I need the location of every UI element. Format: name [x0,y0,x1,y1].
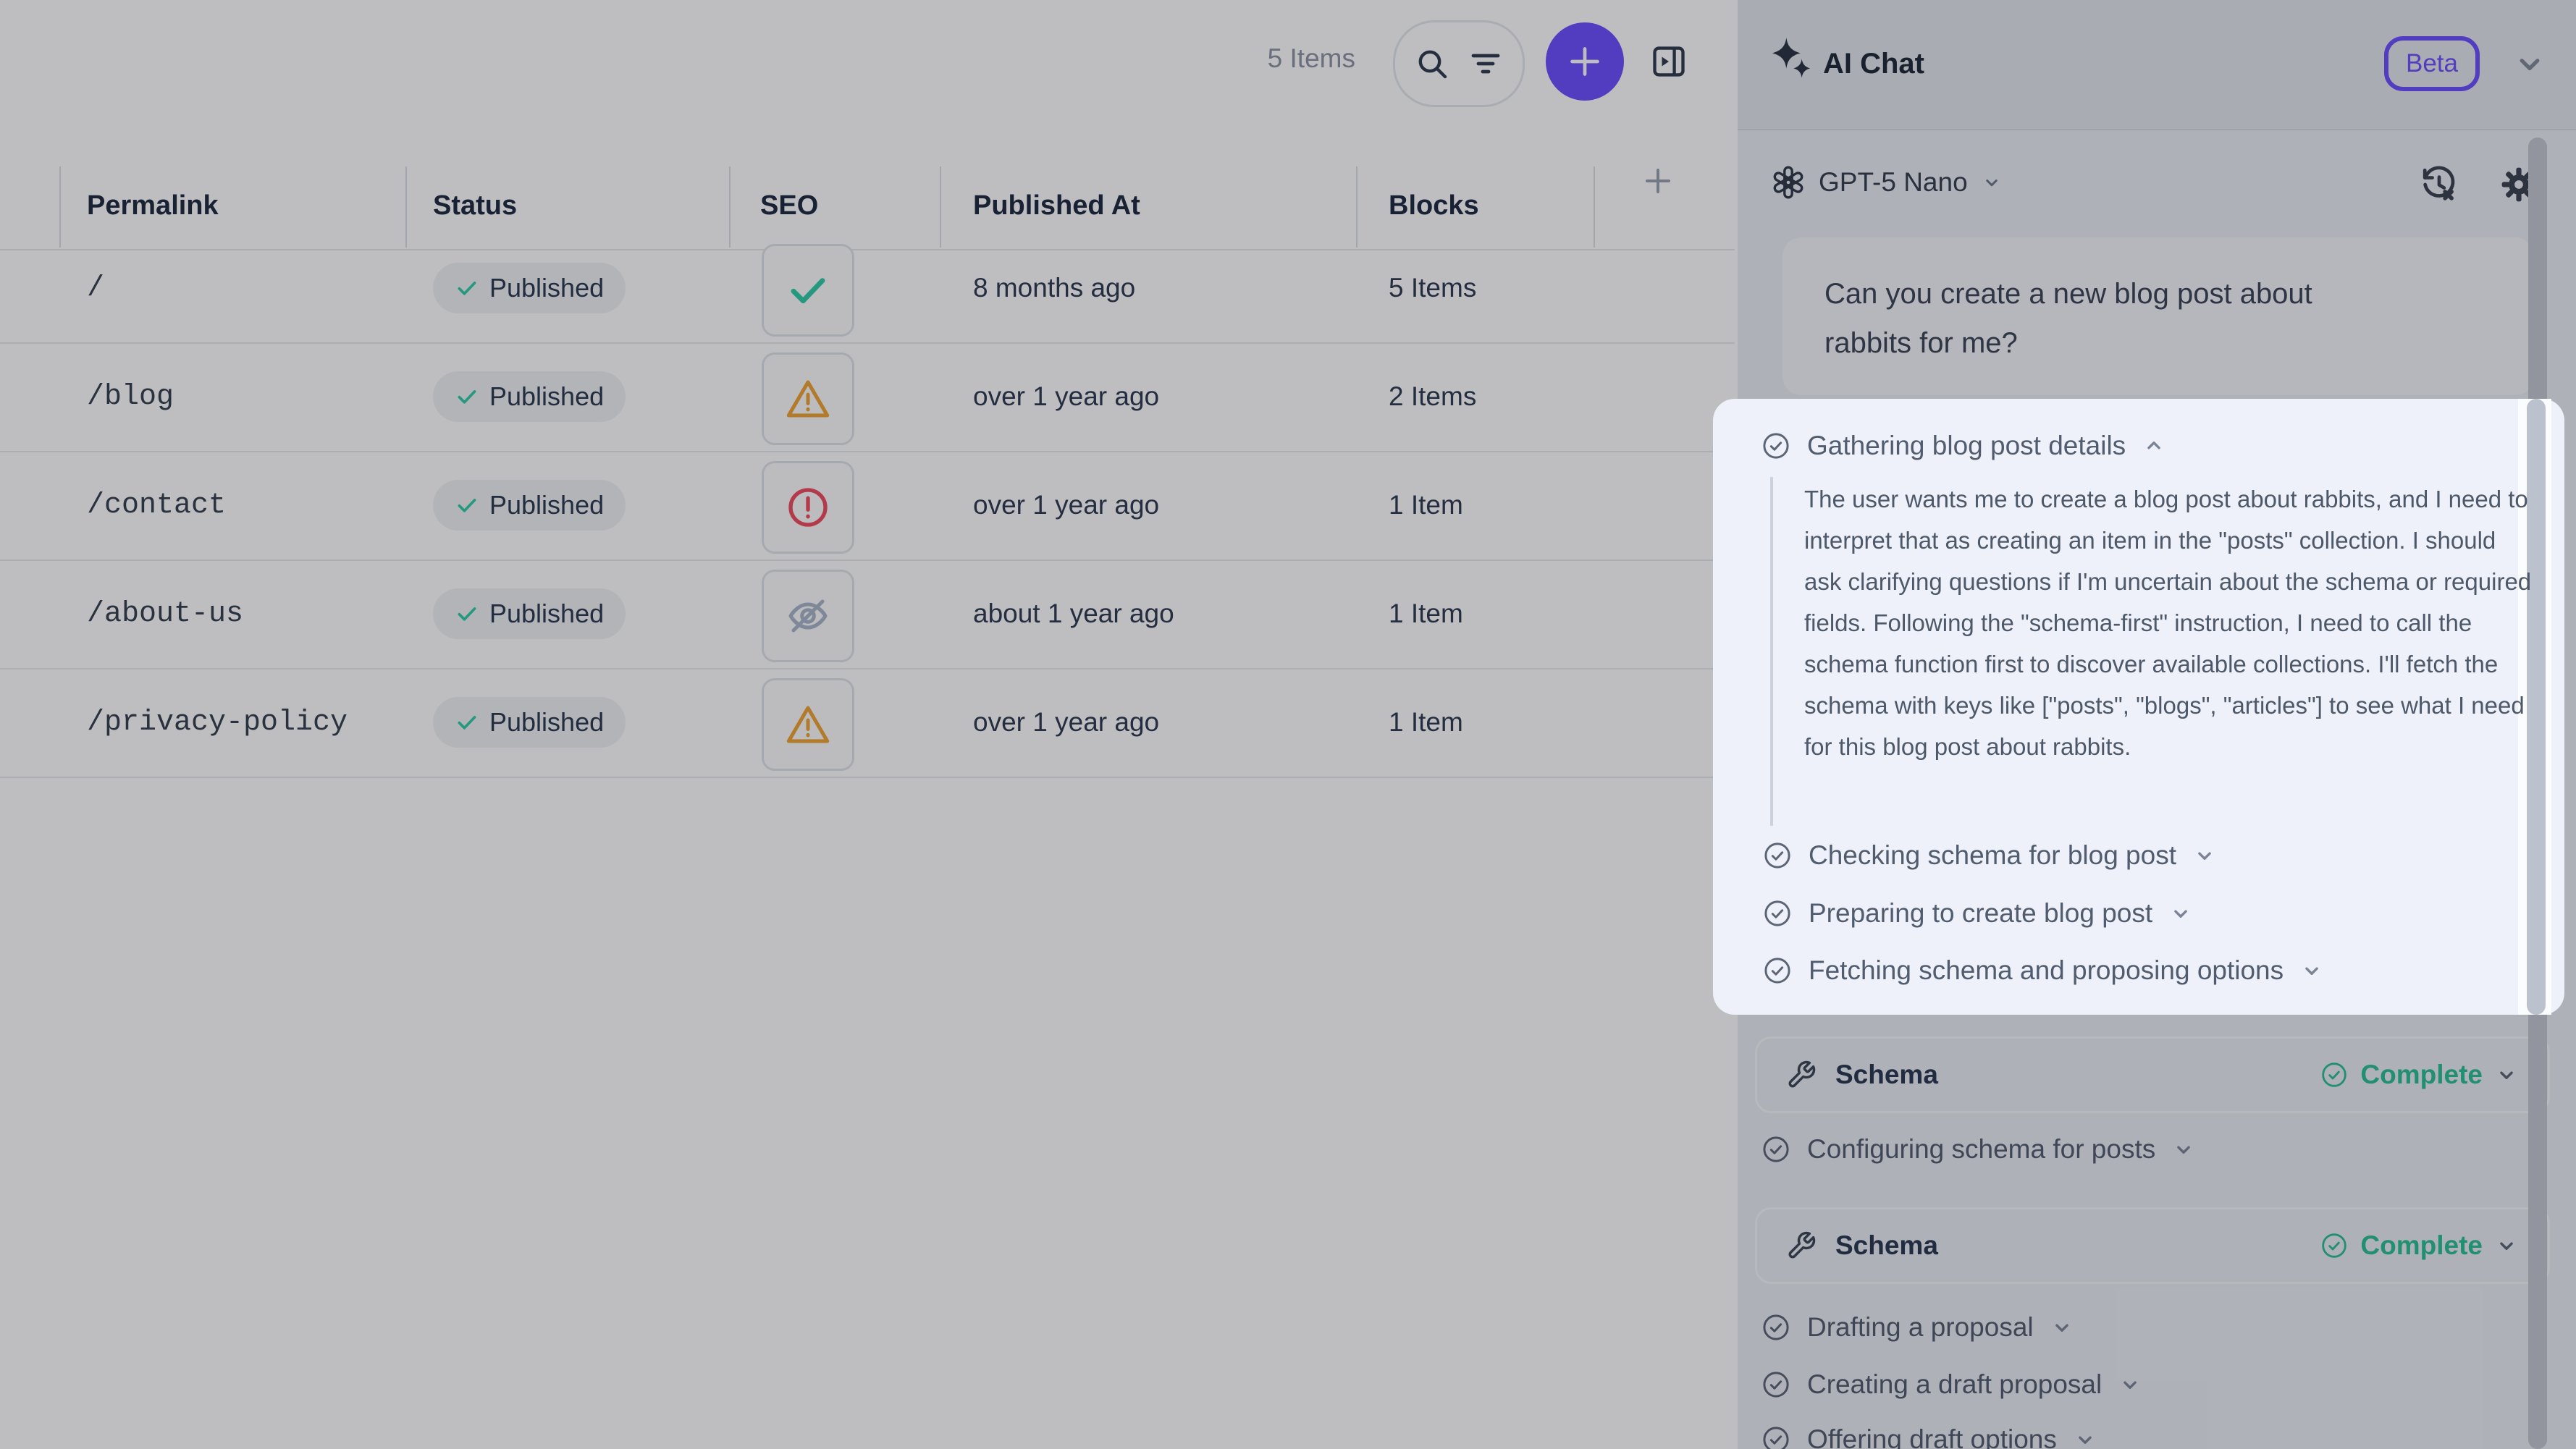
pages-collection-view: 5 Items Permalink Status SEO Published A… [0,20,1735,778]
status-label: Published [489,273,605,303]
status-badge: Published [433,263,626,313]
status-badge: Published [433,588,626,639]
reasoning-spotlight-card: Gathering blog post details The user wan… [1713,399,2564,1015]
ai-chat-title: AI Chat [1823,48,1924,80]
reasoning-step-drafting[interactable]: Drafting a proposal [1761,1312,2074,1343]
column-divider [1356,166,1358,248]
blocks-cell: 1 Item [1389,599,1463,628]
reasoning-step-creating[interactable]: Creating a draft proposal [1761,1369,2142,1400]
tool-status: Complete [2320,1060,2519,1090]
column-header-status[interactable]: Status [433,190,518,221]
tool-call-schema[interactable]: Schema Complete [1755,1036,2550,1113]
reasoning-step-offering[interactable]: Offering draft options [1761,1424,2097,1449]
seo-warning-icon[interactable] [762,352,854,445]
seo-warning-icon[interactable] [762,678,854,771]
reasoning-step-fetching[interactable]: Fetching schema and proposing options [1762,955,2324,986]
permalink-cell: /contact [87,489,227,522]
user-message-bubble: Can you create a new blog post about rab… [1782,237,2534,395]
tool-status-label: Complete [2360,1230,2483,1260]
step-label: Preparing to create blog post [1809,898,2153,928]
seo-ok-icon[interactable] [762,244,854,337]
seo-error-icon[interactable] [762,461,854,554]
seo-hidden-icon[interactable] [762,570,854,662]
published-at-cell: about 1 year ago [973,599,1174,628]
items-count: 5 Items [1267,43,1355,73]
published-at-cell: over 1 year ago [973,707,1160,737]
tool-name: Schema [1835,1060,1938,1089]
reasoning-body-text: The user wants me to create a blog post … [1804,486,2532,760]
step-label: Fetching schema and proposing options [1809,955,2284,985]
status-badge: Published [433,697,626,748]
tool-status: Complete [2320,1230,2519,1261]
status-label: Published [489,381,605,411]
model-name: GPT-5 Nano [1819,167,1968,197]
tool-name: Schema [1835,1230,1938,1260]
reasoning-step-preparing[interactable]: Preparing to create blog post [1762,898,2193,929]
step-label: Gathering blog post details [1807,431,2126,460]
status-label: Published [489,599,605,628]
permalink-cell: /blog [87,380,174,413]
column-header-seo[interactable]: SEO [760,190,819,221]
column-divider [59,166,61,248]
column-header-published-at[interactable]: Published At [973,190,1140,221]
table-row[interactable]: /blog Published over 1 year ago 2 Items [0,342,1735,452]
reasoning-indent-rule [1770,477,1773,826]
beta-badge: Beta [2384,36,2480,91]
permalink-cell: /privacy-policy [87,706,348,739]
published-at-cell: 8 months ago [973,273,1136,303]
column-divider [940,166,941,248]
permalink-cell: / [87,271,105,305]
reasoning-step-gathering[interactable]: Gathering blog post details [1761,431,2166,461]
status-label: Published [489,707,605,737]
table-row[interactable]: /contact Published over 1 year ago 1 Ite… [0,451,1735,561]
reasoning-step-checking[interactable]: Checking schema for blog post [1762,840,2217,871]
chat-scrollbar-thumb[interactable] [2527,399,2546,1015]
status-badge: Published [433,480,626,531]
check-circle-icon [1763,433,1789,459]
tool-status-label: Complete [2360,1060,2483,1089]
status-badge: Published [433,371,626,422]
published-at-cell: over 1 year ago [973,490,1160,520]
blocks-cell: 2 Items [1389,381,1477,411]
blocks-cell: 1 Item [1389,707,1463,737]
check-circle-icon [1764,900,1790,926]
ai-chat-header [1738,0,2576,130]
status-label: Published [489,490,605,520]
column-header-permalink[interactable]: Permalink [87,190,219,221]
blocks-cell: 5 Items [1389,273,1477,303]
chevron-down-icon [2305,967,2318,975]
user-message-text: Can you create a new blog post about rab… [1824,278,2312,359]
reasoning-step-configuring[interactable]: Configuring schema for posts [1761,1134,2196,1165]
table-row[interactable]: / Published 8 months ago 5 Items [0,234,1735,344]
chevron-down-icon [2174,910,2187,918]
chevron-down-icon [2198,852,2211,860]
table-row[interactable]: /privacy-policy Published over 1 year ag… [0,668,1735,778]
column-divider [405,166,407,248]
published-at-cell: over 1 year ago [973,381,1160,411]
table-row[interactable]: /about-us Published about 1 year ago 1 I… [0,559,1735,669]
step-label: Drafting a proposal [1807,1312,2034,1342]
column-header-blocks[interactable]: Blocks [1389,190,1479,221]
tool-call-schema[interactable]: Schema Complete [1755,1207,2550,1284]
step-label: Creating a draft proposal [1807,1369,2103,1399]
blocks-cell: 1 Item [1389,490,1463,520]
add-item-button[interactable] [1546,22,1624,101]
column-divider [729,166,731,248]
header-divider [0,249,1735,250]
column-divider [1594,166,1595,248]
step-label: Configuring schema for posts [1807,1134,2156,1164]
chevron-up-icon [2147,442,2160,449]
check-circle-icon [1764,958,1790,984]
permalink-cell: /about-us [87,597,244,630]
search-filter-group [1393,20,1525,107]
model-selector[interactable]: GPT-5 Nano [1771,165,2003,200]
step-label: Offering draft options [1807,1424,2057,1449]
step-label: Checking schema for blog post [1809,840,2176,870]
check-circle-icon [1764,842,1790,869]
